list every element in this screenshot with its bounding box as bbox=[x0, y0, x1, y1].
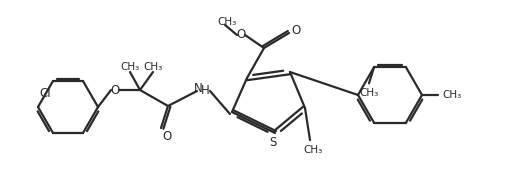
Text: O: O bbox=[236, 29, 246, 42]
Text: CH₃: CH₃ bbox=[120, 62, 140, 72]
Text: S: S bbox=[269, 136, 277, 149]
Text: CH₃: CH₃ bbox=[217, 17, 236, 27]
Text: CH₃: CH₃ bbox=[143, 62, 162, 72]
Text: N: N bbox=[194, 82, 203, 96]
Text: H: H bbox=[200, 85, 209, 97]
Text: CH₃: CH₃ bbox=[443, 90, 462, 100]
Text: O: O bbox=[111, 84, 120, 97]
Text: O: O bbox=[162, 129, 172, 143]
Text: CH₃: CH₃ bbox=[303, 145, 323, 155]
Text: Cl: Cl bbox=[39, 86, 51, 100]
Text: CH₃: CH₃ bbox=[359, 88, 379, 98]
Text: O: O bbox=[291, 25, 301, 38]
